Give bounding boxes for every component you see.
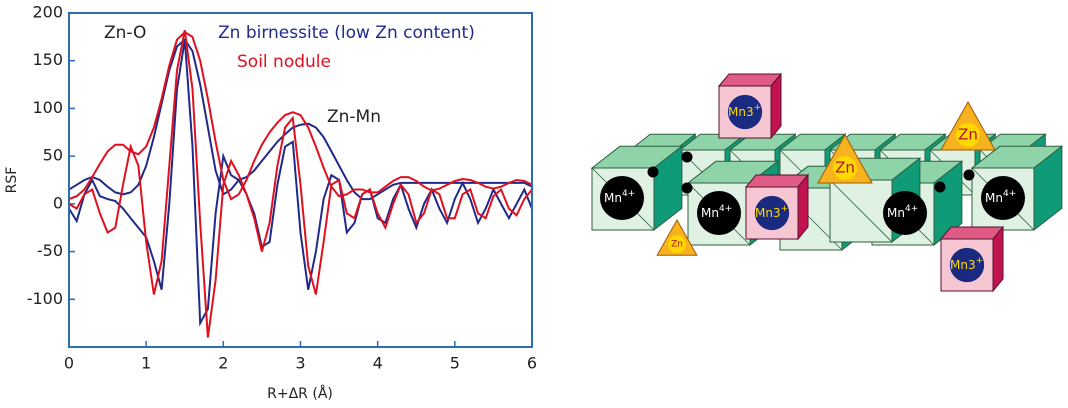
mn4-ion — [600, 176, 644, 220]
mn4-base: Mn — [604, 191, 622, 205]
mn4-label: Mn4+ — [985, 189, 1016, 205]
y-tick-label: 150 — [32, 50, 63, 69]
mn4-ion — [697, 191, 741, 235]
x-tick-label: 5 — [450, 354, 460, 373]
mn3-label: Mn3+ — [950, 256, 983, 272]
x-tick-label: 0 — [64, 354, 74, 373]
annotation: Zn-Mn — [327, 107, 381, 127]
mn3-base: Mn3 — [755, 206, 781, 220]
mn4-ion — [883, 191, 927, 235]
mn4-sup: 4+ — [905, 204, 918, 214]
mn3-face — [718, 85, 772, 139]
mn3-base: Mn3 — [728, 105, 754, 119]
mn4-base: Mn — [701, 206, 719, 220]
zn-ion — [956, 123, 980, 147]
mn4-sup: 4+ — [719, 204, 732, 214]
annotation: Zn-O — [104, 23, 146, 43]
mn3-ion — [754, 195, 790, 231]
mn4-base: Mn — [985, 191, 1003, 205]
y-tick-label: 50 — [43, 146, 63, 165]
zn-ion — [833, 156, 857, 180]
series-line — [69, 38, 532, 201]
y-tick-label: 0 — [53, 193, 63, 212]
bond-dot — [681, 182, 693, 194]
mn4-base: Mn — [887, 206, 905, 220]
bond-dot — [963, 169, 975, 181]
zn-ion — [668, 235, 686, 253]
y-axis-label: RSF — [4, 167, 20, 194]
bond-dot — [934, 181, 946, 193]
y-tick-label: 100 — [32, 98, 63, 117]
mn4-ion — [981, 176, 1025, 220]
x-tick-label: 2 — [218, 354, 228, 373]
mn3-top — [939, 226, 1005, 240]
zn-label: Zn — [958, 126, 978, 144]
mn4-label: Mn4+ — [701, 204, 732, 220]
mn3-label: Mn3+ — [728, 103, 761, 119]
mn4-sup: 4+ — [622, 189, 635, 199]
x-tick-label: 1 — [141, 354, 151, 373]
x-tick-label: 3 — [295, 354, 305, 373]
series-line — [69, 30, 532, 338]
legend-entry: Soil nodule — [237, 52, 331, 72]
x-tick-label: 4 — [373, 354, 383, 373]
edge — [829, 179, 893, 243]
x-tick-label: 6 — [527, 354, 537, 373]
plot-frame — [68, 12, 533, 348]
mn3-base: Mn3 — [950, 258, 976, 272]
mn3-sup: + — [976, 256, 984, 266]
mn3-face — [745, 186, 799, 240]
mn4-label: Mn4+ — [887, 204, 918, 220]
mn3-sup: + — [781, 204, 789, 214]
mn3-label: Mn3+ — [755, 204, 788, 220]
mn3-sup: + — [754, 103, 762, 113]
mn3-side — [770, 72, 782, 140]
x-axis-label: R+ΔR (Å) — [267, 385, 333, 402]
mn3-top — [717, 73, 783, 87]
y-tick-label: -50 — [37, 241, 63, 260]
mn3-ion — [949, 247, 985, 283]
mn3-ion — [727, 94, 763, 130]
y-tick-label: -100 — [27, 289, 63, 308]
y-tick-label: 200 — [32, 3, 63, 22]
mn3-side — [797, 173, 809, 241]
legend-entry: Zn birnessite (low Zn content) — [218, 23, 475, 43]
bond-dot — [647, 166, 659, 178]
mn3-side — [992, 225, 1004, 293]
mn4-label: Mn4+ — [604, 189, 635, 205]
series-line — [69, 30, 532, 201]
bond-dot — [681, 151, 693, 163]
mn4-sup: 4+ — [1003, 189, 1016, 199]
zn-label: Zn — [835, 159, 855, 177]
zn-label: Zn — [671, 240, 683, 250]
mn3-top — [744, 174, 810, 188]
